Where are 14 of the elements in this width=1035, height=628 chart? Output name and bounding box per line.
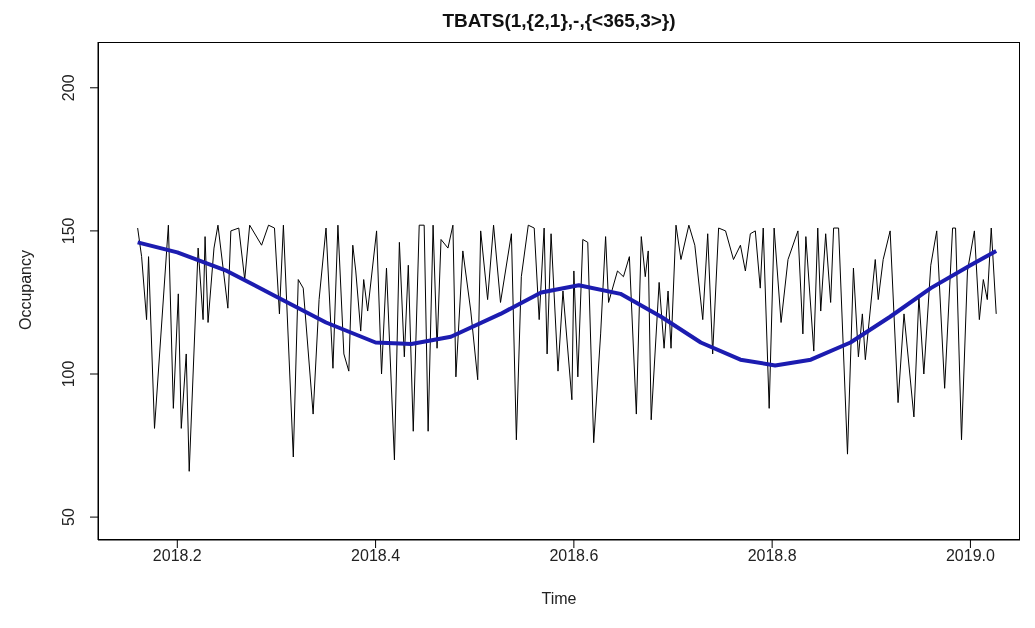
y-tick-label: 50 bbox=[60, 508, 77, 526]
y-tick-label: 200 bbox=[60, 74, 77, 102]
x-tick-label: 2018.4 bbox=[351, 547, 401, 565]
x-tick-label: 2018.2 bbox=[152, 547, 202, 565]
chart-title: TBATS(1,{2,1},-,{<365,3>}) bbox=[441, 10, 677, 32]
x-axis-title: Time bbox=[540, 590, 578, 608]
x-tick-label: 2019.0 bbox=[945, 547, 995, 565]
x-tick-label: 2018.6 bbox=[549, 547, 599, 565]
y-tick-label: 100 bbox=[60, 360, 77, 388]
y-axis-title: Occupancy bbox=[17, 249, 35, 333]
line-series bbox=[135, 240, 999, 368]
y-tick-label: 150 bbox=[60, 217, 77, 245]
line-series bbox=[137, 224, 997, 472]
x-tick-label: 2018.8 bbox=[747, 547, 797, 565]
